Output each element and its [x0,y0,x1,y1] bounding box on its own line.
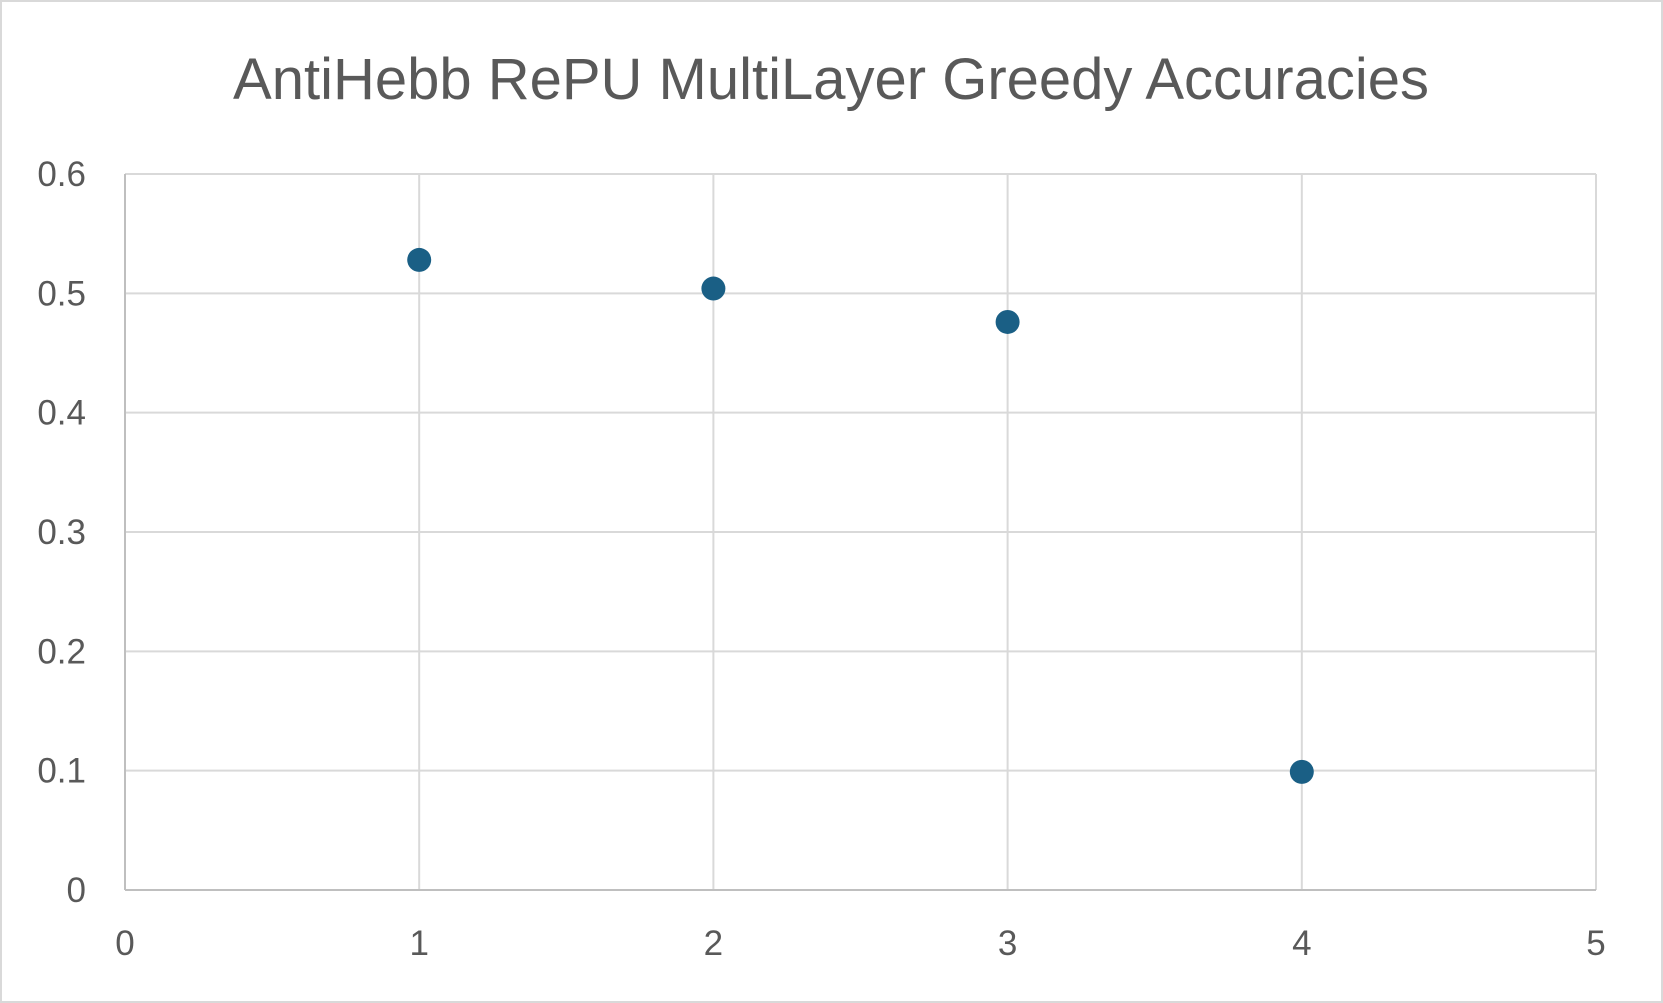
y-tick-label: 0.5 [37,274,86,313]
y-tick-label: 0.1 [37,752,86,791]
data-point [995,309,1020,334]
y-tick-label: 0.4 [37,394,86,433]
gridlines [125,173,1597,890]
axes [124,174,1596,891]
data-point [407,247,432,272]
x-tick-label: 3 [998,924,1017,963]
y-tick-label: 0 [67,871,86,910]
x-tick-label: 1 [409,924,428,963]
y-tick-label: 0.6 [37,155,86,194]
data-point [1289,759,1314,784]
x-tick-label: 0 [115,924,134,963]
x-tick-label: 2 [704,924,723,963]
y-tick-label: 0.3 [37,513,86,552]
data-point [701,276,726,301]
chart-title: AntiHebb RePU MultiLayer Greedy Accuraci… [233,47,1429,112]
data-points [407,247,1314,784]
x-tick-labels: 0 1 2 3 4 5 [115,924,1605,963]
y-tick-label: 0.2 [37,632,86,671]
x-tick-label: 5 [1586,924,1605,963]
y-tick-labels: 0 0.1 0.2 0.3 0.4 0.5 0.6 [37,155,86,910]
x-tick-label: 4 [1292,924,1311,963]
